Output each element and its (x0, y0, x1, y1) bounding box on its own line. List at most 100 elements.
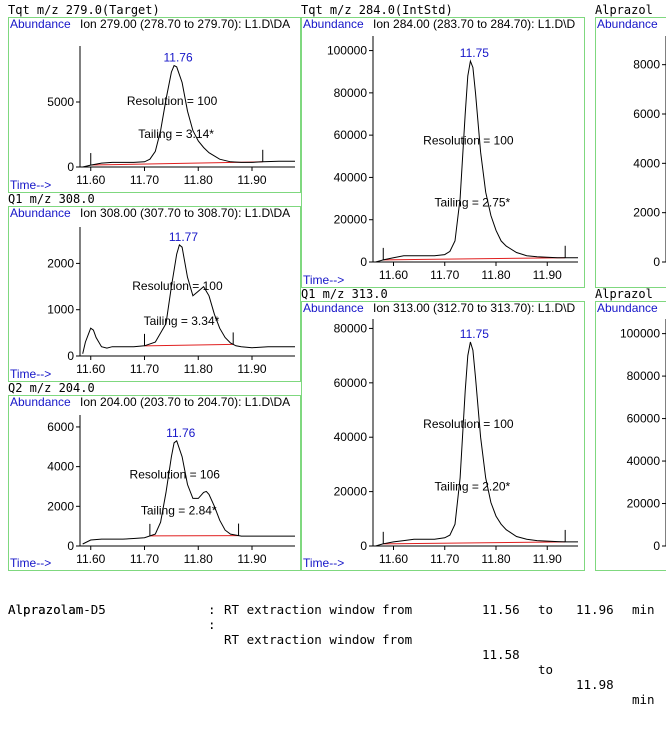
y-tick-label: 2000 (47, 256, 74, 270)
footer-unit: min (632, 602, 655, 617)
x-tick-label: 11.90 (533, 268, 562, 282)
ion-header: Ion 313.00 (312.70 to 313.70): L1.D\D (373, 301, 575, 315)
x-tick-label: 11.70 (430, 268, 459, 282)
y-tick-label: 2000 (47, 499, 74, 513)
x-tick-label: 11.90 (237, 552, 266, 566)
integration-baseline (383, 542, 565, 544)
tailing-annotation: Tailing = 2.75* (435, 196, 511, 210)
footer-row-alprazolam-d5: Alprazolam-D5 : RT extraction window fro… (8, 602, 38, 617)
peak-rt-label: 11.75 (460, 46, 489, 60)
y-tick-label: 100000 (620, 327, 660, 341)
panel-frame (302, 18, 585, 288)
footer-separator: : (208, 617, 216, 632)
abundance-label: Abundance (10, 395, 71, 409)
chromatogram-panel-7: AlprazolAbundance02000040000600008000010… (595, 287, 666, 571)
tailing-annotation: Tailing = 3.34* (144, 314, 220, 328)
abundance-label: Abundance (303, 301, 364, 315)
chromatogram-trace (83, 441, 295, 544)
x-tick-label: 11.60 (76, 362, 105, 376)
footer-to-value: 11.96 (576, 602, 614, 617)
y-tick-label: 20000 (334, 485, 368, 499)
chromatogram-trace (376, 342, 578, 546)
chromatogram-trace (83, 245, 295, 354)
abundance-label: Abundance (10, 17, 71, 31)
panel-title: Tqt m/z 284.0(IntStd) (301, 3, 453, 17)
y-tick-label: 100000 (327, 44, 367, 58)
y-tick-label: 0 (360, 539, 367, 553)
tailing-annotation: Tailing = 3.14* (138, 127, 214, 141)
footer-row-alprazolam: Alprazolam : RT extraction window from 1… (8, 587, 38, 602)
x-tick-label: 11.70 (430, 552, 459, 566)
x-tick-label: 11.60 (76, 552, 105, 566)
rt-window-footer: Alprazolam : RT extraction window from 1… (8, 587, 38, 617)
y-tick-label: 40000 (334, 430, 368, 444)
resolution-annotation: Resolution = 100 (132, 279, 223, 293)
x-tick-label: 11.70 (130, 362, 159, 376)
x-tick-label: 11.80 (184, 173, 213, 187)
footer-to-value: 11.98 (576, 677, 614, 692)
y-tick-label: 0 (67, 160, 74, 174)
time-axis-label: Time--> (10, 178, 51, 192)
integration-baseline (145, 344, 234, 345)
footer-window-text: RT extraction window from (224, 632, 412, 647)
footer-to-word: to (538, 662, 553, 677)
panel-title: Q1 m/z 308.0 (8, 192, 95, 206)
ion-header: Ion 308.00 (307.70 to 308.70): L1.D\DA (80, 206, 290, 220)
peak-rt-label: 11.76 (163, 51, 192, 65)
y-tick-label: 4000 (47, 460, 74, 474)
y-tick-label: 0 (653, 539, 660, 553)
y-tick-label: 1000 (47, 303, 74, 317)
y-tick-label: 0 (67, 539, 74, 553)
resolution-annotation: Resolution = 100 (423, 417, 514, 431)
y-tick-label: 0 (653, 255, 660, 269)
y-tick-label: 60000 (627, 412, 661, 426)
panel-title: Alprazol (595, 3, 653, 17)
time-axis-label: Time--> (10, 367, 51, 381)
abundance-label: Abundance (10, 206, 71, 220)
y-tick-label: 20000 (334, 213, 368, 227)
y-tick-label: 2000 (633, 206, 660, 220)
y-tick-label: 20000 (627, 497, 661, 511)
y-tick-label: 80000 (627, 369, 661, 383)
y-tick-label: 80000 (334, 86, 368, 100)
footer-to-word: to (538, 602, 553, 617)
resolution-annotation: Resolution = 100 (423, 133, 514, 147)
ion-header: Ion 279.00 (278.70 to 279.70): L1.D\DA (80, 17, 290, 31)
x-tick-label: 11.80 (184, 362, 213, 376)
footer-window-text: RT extraction window from (224, 602, 412, 617)
time-axis-label: Time--> (10, 556, 51, 570)
tailing-annotation: Tailing = 2.20* (435, 479, 511, 493)
chromatogram-trace (376, 61, 578, 262)
y-tick-label: 80000 (334, 321, 368, 335)
x-tick-label: 11.80 (481, 268, 510, 282)
y-tick-label: 0 (360, 255, 367, 269)
x-tick-label: 11.60 (379, 268, 408, 282)
x-tick-label: 11.60 (379, 552, 408, 566)
abundance-label: Abundance (303, 17, 364, 31)
panel-frame (596, 302, 666, 571)
resolution-annotation: Resolution = 100 (127, 94, 218, 108)
y-tick-label: 6000 (47, 420, 74, 434)
ion-header: Ion 204.00 (203.70 to 204.70): L1.D\DA (80, 395, 290, 409)
x-tick-label: 11.80 (184, 552, 213, 566)
integration-baseline (383, 258, 565, 260)
ion-header: Ion 284.00 (283.70 to 284.70): L1.D\D (373, 17, 575, 31)
peak-rt-label: 11.76 (166, 426, 195, 440)
abundance-label: Abundance (597, 301, 658, 315)
x-tick-label: 11.70 (130, 173, 159, 187)
y-tick-label: 40000 (334, 170, 368, 184)
footer-separator: : (208, 602, 216, 617)
y-tick-label: 5000 (47, 95, 74, 109)
y-tick-label: 4000 (633, 156, 660, 170)
x-tick-label: 11.90 (533, 552, 562, 566)
time-axis-label: Time--> (303, 556, 344, 570)
x-tick-label: 11.90 (237, 173, 266, 187)
panel-frame (9, 207, 301, 382)
x-tick-label: 11.80 (481, 552, 510, 566)
time-axis-label: Time--> (303, 273, 344, 287)
